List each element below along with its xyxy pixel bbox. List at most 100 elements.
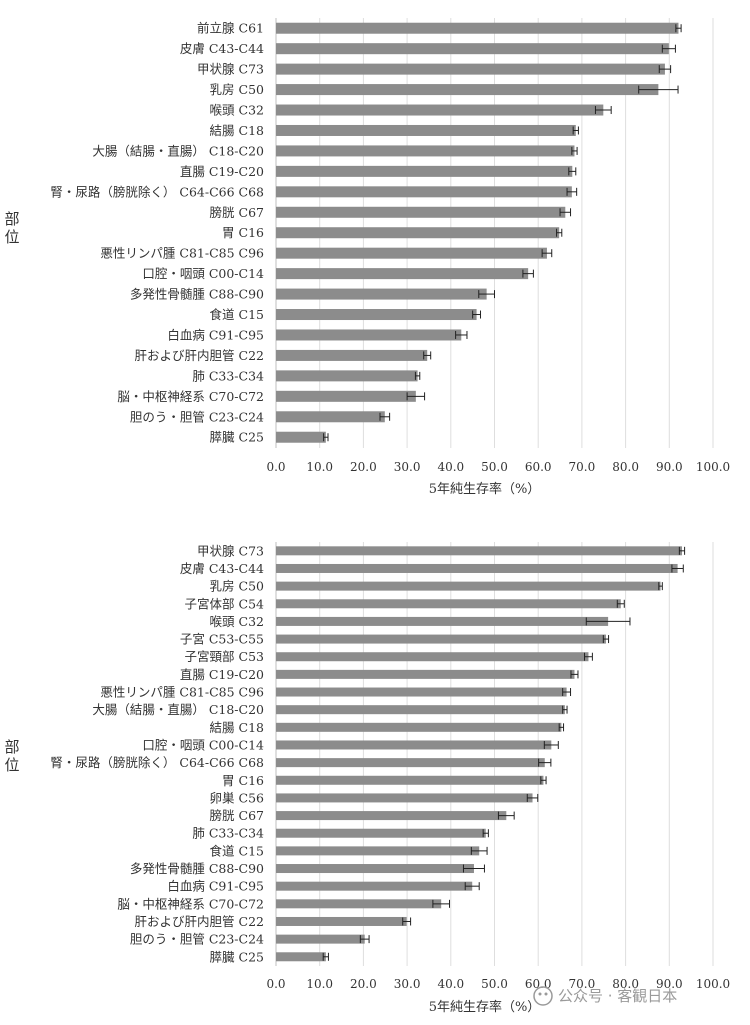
bar [276, 669, 575, 679]
x-tick-label: 70.0 [569, 460, 596, 474]
category-label: 直腸 C19-C20 [180, 164, 264, 179]
x-tick-label: 20.0 [350, 977, 377, 991]
x-tick-label: 40.0 [437, 977, 464, 991]
bar [276, 145, 575, 157]
category-label: 胃 C16 [222, 773, 264, 788]
x-tick-label: 80.0 [612, 977, 639, 991]
category-label: 脳・中枢神経系 C70-C72 [117, 389, 264, 404]
category-label: 胃 C16 [222, 225, 264, 240]
x-axis-title: 5年純生存率（%） [429, 999, 541, 1015]
bar [276, 563, 678, 573]
bar [276, 846, 480, 856]
category-label: 膵臓 C25 [210, 949, 264, 964]
bar [276, 370, 418, 382]
category-label: 直腸 C19-C20 [180, 667, 264, 682]
category-label: 乳房 C50 [210, 82, 264, 97]
bar [276, 916, 407, 926]
category-label: 皮膚 C43-C44 [180, 561, 264, 576]
x-tick-label: 50.0 [481, 460, 508, 474]
category-label: 腎・尿路（膀胱除く） C64-C66 C68 [50, 184, 264, 199]
bar [276, 268, 529, 280]
category-label: 皮膚 C43-C44 [180, 41, 264, 56]
x-tick-label: 80.0 [612, 460, 639, 474]
category-label: 多発性骨髄腫 C88-C90 [130, 287, 264, 302]
category-label: 膀胱 C67 [210, 205, 264, 220]
bar [276, 899, 442, 909]
wechat-logo-icon [533, 986, 553, 1006]
category-label: 甲状腺 C73 [197, 543, 264, 558]
category-label: 大腸（結腸・直腸） C18-C20 [92, 143, 264, 158]
category-label: 脳・中枢神経系 C70-C72 [117, 896, 264, 911]
category-label: 胆のう・胆管 C23-C24 [130, 409, 264, 424]
x-tick-label: 60.0 [525, 460, 552, 474]
category-label: 悪性リンパ腫 C81-C85 C96 [100, 685, 264, 700]
category-label: 食道 C15 [210, 307, 264, 322]
category-label: 食道 C15 [210, 843, 264, 858]
category-label: 白血病 C91-C95 [167, 879, 264, 894]
category-label: 卵巣 C56 [210, 790, 264, 805]
bar [276, 104, 604, 116]
category-label: 前立腺 C61 [197, 21, 264, 36]
x-tick-label: 100.0 [696, 977, 730, 991]
bar [276, 124, 576, 136]
x-tick-label: 50.0 [481, 977, 508, 991]
x-tick-label: 90.0 [656, 977, 683, 991]
x-tick-label: 40.0 [437, 460, 464, 474]
bar [276, 952, 326, 962]
x-tick-label: 20.0 [350, 460, 377, 474]
category-label: 喉頭 C32 [210, 103, 264, 118]
category-label: 肺 C33-C34 [192, 368, 264, 383]
bar [276, 581, 661, 591]
category-label: 悪性リンパ腫 C81-C85 C96 [100, 246, 264, 261]
category-label: 結腸 C18 [210, 123, 264, 138]
bar [276, 616, 609, 626]
wechat-logo-icon-dot [544, 992, 548, 996]
bar [276, 634, 606, 644]
category-label: 膀胱 C67 [210, 808, 264, 823]
category-label: 口腔・咽頭 C00-C14 [142, 737, 264, 752]
x-tick-label: 100.0 [696, 460, 730, 474]
x-tick-label: 70.0 [569, 977, 596, 991]
x-tick-label: 30.0 [394, 460, 421, 474]
chart-panel-top: 0.0 10.0 20.0 30.0 40.0 50.0 60.0 70.0 80.0 90.0 1… [4, 18, 730, 497]
bar [276, 705, 565, 715]
bar [276, 329, 462, 341]
bar [276, 206, 566, 218]
bar [276, 793, 533, 803]
bar [276, 411, 385, 423]
bar [276, 881, 473, 891]
bar [276, 227, 560, 239]
bar [276, 309, 477, 321]
watermark: 公众号 · 客観日本 [533, 986, 677, 1006]
bar [276, 740, 552, 750]
category-label: 子宮体部 C54 [185, 596, 264, 611]
category-label: 子宮頸部 C53 [185, 649, 264, 664]
x-axis-title: 5年純生存率（%） [429, 481, 541, 497]
bar [276, 43, 669, 55]
category-label: 膵臓 C25 [210, 430, 264, 445]
bar [276, 165, 573, 177]
category-label: 肝および肝内胆管 C22 [135, 914, 264, 929]
bar [276, 247, 547, 259]
bar [276, 864, 474, 874]
bar [276, 84, 659, 96]
category-label: 肺 C33-C34 [192, 826, 264, 841]
x-tick-label: 30.0 [394, 977, 421, 991]
x-tick-label: 0.0 [266, 977, 285, 991]
bar [276, 390, 416, 402]
bar [276, 775, 544, 785]
bar [276, 186, 572, 198]
category-label: 肝および肝内胆管 C22 [135, 348, 264, 363]
x-tick-label: 0.0 [266, 460, 285, 474]
bar [276, 599, 621, 609]
bar [276, 934, 365, 944]
category-label: 大腸（結腸・直腸） C18-C20 [92, 702, 264, 717]
category-label: 多発性骨髄腫 C88-C90 [130, 861, 264, 876]
category-label: 喉頭 C32 [210, 614, 264, 629]
bar [276, 758, 545, 768]
bar [276, 22, 679, 34]
category-label: 子宮 C53-C55 [180, 632, 264, 647]
y-axis-title: 部位 [4, 210, 19, 246]
